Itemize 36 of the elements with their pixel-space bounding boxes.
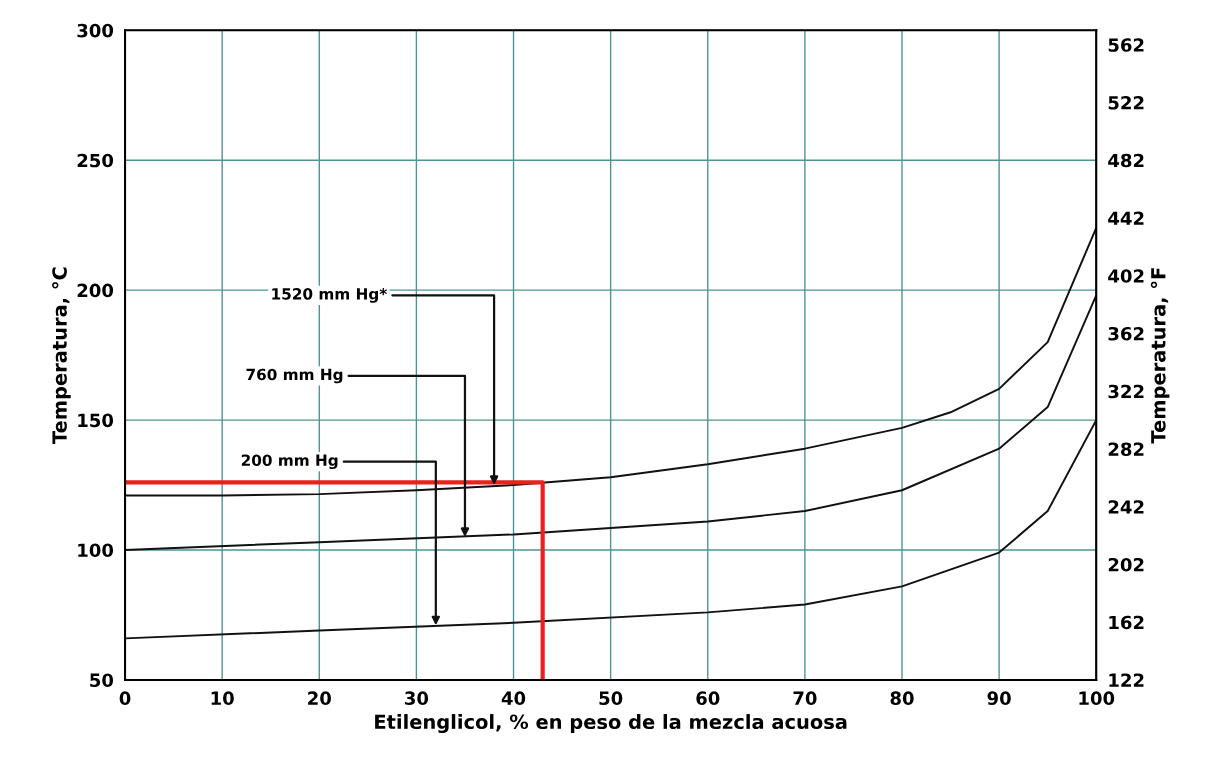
y2-tick-label: 322 [1108,384,1144,399]
x-axis-title: Etilenglicol, % en peso de la mezcla acuosa [375,714,847,734]
y2-tick-label: 562 [1108,38,1144,52]
y2-tick-label: 482 [1108,153,1144,168]
y-tick-label: 250 [77,153,114,168]
x-tick-label: 50 [599,691,623,706]
y-tick-label: 300 [77,23,114,38]
y2-tick-label: 202 [1108,557,1144,572]
y2-tick-label: 442 [1108,211,1144,225]
y-tick-label: 50 [90,673,114,688]
x-tick-label: 70 [793,691,817,706]
annotation: 1520 mm Hg* [272,288,387,303]
annotation: 760 mm Hg [246,368,343,384]
x-tick-label: 20 [308,691,331,706]
y2-axis-title: Temperatura, °F [1150,268,1170,444]
annotation: 200 mm Hg [241,454,338,470]
y2-tick-label: 122 [1109,673,1144,687]
x-tick-label: 100 [1079,691,1115,706]
x-tick-label: 80 [890,691,914,706]
y2-tick-label: 242 [1108,500,1144,514]
y2-tick-label: 522 [1108,95,1144,110]
y-tick-label: 150 [78,413,114,428]
y2-tick-label: 162 [1109,615,1144,630]
x-tick-label: 60 [696,691,720,706]
x-tick-label: 30 [405,691,429,706]
y2-tick-label: 282 [1108,442,1144,457]
x-tick-label: 0 [119,691,131,706]
x-tick-label: 90 [987,691,1011,706]
x-tick-label: 10 [211,691,234,706]
y-tick-label: 100 [78,543,114,558]
y2-tick-label: 402 [1108,269,1144,283]
line-series [125,419,1097,640]
y-tick-label: 200 [77,283,114,298]
y2-tick-label: 362 [1108,326,1144,341]
x-tick-label: 40 [501,691,526,706]
y-axis-title: Temperatura, °C [52,267,71,444]
